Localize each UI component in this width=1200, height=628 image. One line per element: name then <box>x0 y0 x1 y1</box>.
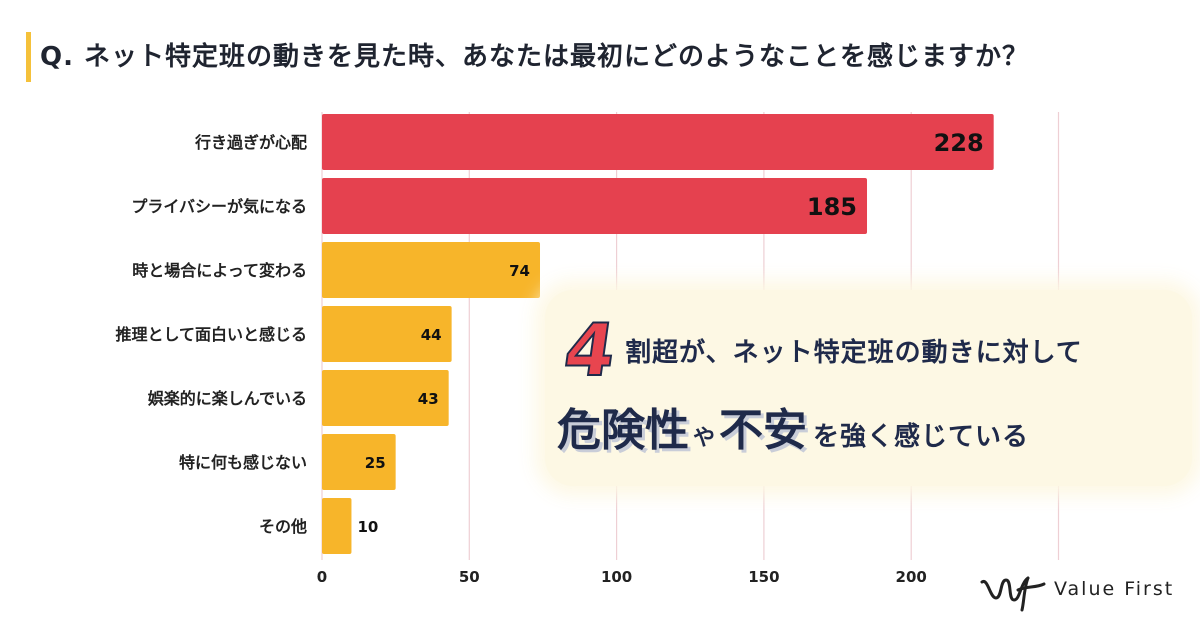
bar-1 <box>322 178 868 234</box>
value-label: 25 <box>365 454 386 472</box>
value-first-logo: Value First <box>978 568 1178 612</box>
x-tick-label: 50 <box>459 568 480 586</box>
value-label: 43 <box>418 390 439 408</box>
category-label: 時と場合によって変わる <box>132 261 307 280</box>
bars <box>322 114 994 554</box>
bar-2 <box>322 242 541 298</box>
bar-0 <box>322 114 994 170</box>
bar-5 <box>322 434 396 490</box>
x-tick-label: 0 <box>317 568 327 586</box>
x-tick-label: 150 <box>748 568 779 586</box>
value-label: 228 <box>934 129 984 157</box>
callout-line1: 4 割超が、ネット特定班の動きに対して <box>558 307 1083 393</box>
category-label: 推理として面白いと感じる <box>115 325 307 344</box>
callout-rest-text: を強く感じている <box>813 422 1030 452</box>
value-label: 74 <box>509 262 530 280</box>
value-first-logo-icon <box>980 576 1046 612</box>
callout-word-anxiety: 不安 <box>719 405 808 456</box>
callout-particle: や <box>693 426 716 451</box>
value-label: 44 <box>421 326 442 344</box>
category-label: 行き過ぎが心配 <box>194 133 307 152</box>
category-label: プライバシーが気になる <box>131 197 307 216</box>
value-label: 185 <box>807 193 857 221</box>
value-label: 10 <box>357 518 378 536</box>
callout-box: 4 割超が、ネット特定班の動きに対して 危険性 や不安 を強く感じている <box>545 290 1192 486</box>
x-tick-label: 100 <box>601 568 632 586</box>
bar-6 <box>322 498 352 554</box>
bar-4 <box>322 370 449 426</box>
title-accent-bar <box>26 32 31 82</box>
callout-line1-text: 割超が、ネット特定班の動きに対して <box>625 337 1083 368</box>
bar-3 <box>322 306 452 362</box>
callout-word-danger: 危険性 <box>557 405 689 456</box>
category-label: 特に何も感じない <box>179 453 307 472</box>
question-title: Q. ネット特定班の動きを見た時、あなたは最初にどのようなことを感じますか？ <box>40 42 1030 72</box>
callout-number: 4 <box>558 307 622 393</box>
labels: 0 50 100 150 200 行き過ぎが心配 228 プライバシーが気になる 185 時と場合… <box>115 129 983 586</box>
callout-line2: 危険性 や不安 を強く感じている <box>557 394 1029 458</box>
x-tick-label: 200 <box>896 568 927 586</box>
category-label: その他 <box>259 517 307 536</box>
logo-text: Value First <box>1054 578 1175 600</box>
category-label: 娯楽的に楽しんでいる <box>148 389 307 408</box>
